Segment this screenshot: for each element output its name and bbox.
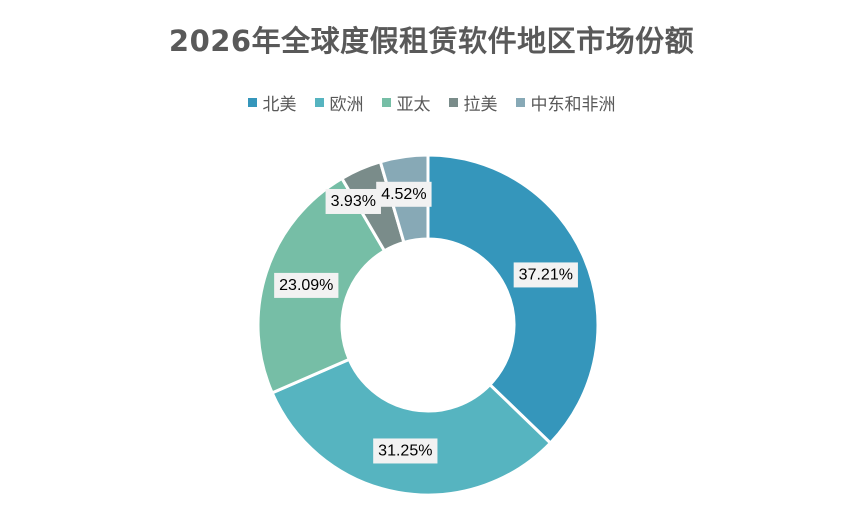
legend-item-middle-east-africa: 中东和非洲 [515,90,616,115]
legend-label-latin-america: 拉美 [463,95,498,115]
legend-item-europe: 欧洲 [314,90,364,115]
data-label-text-middle-east-africa: 4.52% [381,186,426,203]
data-label-box-middle-east-africa [376,181,432,207]
legend-item-latin-america: 拉美 [448,90,498,115]
chart-title: 2026年全球度假租赁软件地区市场份额 [168,24,695,58]
legend-label-asia-pacific: 亚太 [396,95,431,115]
data-label-box-latin-america [325,188,381,214]
data-label-text-north-america: 37.21% [519,266,573,283]
legend-swatch-europe [314,98,324,107]
legend-swatch-asia-pacific [381,98,391,107]
legend: 北美 欧洲 亚太 拉美 中东和非洲 [0,90,863,115]
data-label-text-asia-pacific: 23.09% [279,277,333,294]
legend-item-north-america: 北美 [247,90,297,115]
legend-label-middle-east-africa: 中东和非洲 [530,95,616,115]
data-label-latin-america: 3.93% [325,188,381,214]
data-label-text-europe: 31.25% [378,442,432,459]
slice-europe [270,357,553,497]
data-label-europe: 31.25% [373,438,438,464]
data-label-box-asia-pacific [274,272,339,298]
data-label-middle-east-africa: 4.52% [376,181,432,207]
legend-item-asia-pacific: 亚太 [381,90,431,115]
data-label-box-europe [373,438,438,464]
data-label-text-latin-america: 3.93% [331,193,376,210]
legend-swatch-north-america [247,98,257,107]
legend-label-north-america: 北美 [262,95,297,115]
slice-north-america [426,153,600,446]
legend-swatch-middle-east-africa [515,98,525,107]
legend-label-europe: 欧洲 [329,95,364,115]
data-label-box-north-america [513,262,578,288]
data-label-asia-pacific: 23.09% [274,272,339,298]
data-label-north-america: 37.21% [513,262,578,288]
legend-swatch-latin-america [448,98,458,107]
